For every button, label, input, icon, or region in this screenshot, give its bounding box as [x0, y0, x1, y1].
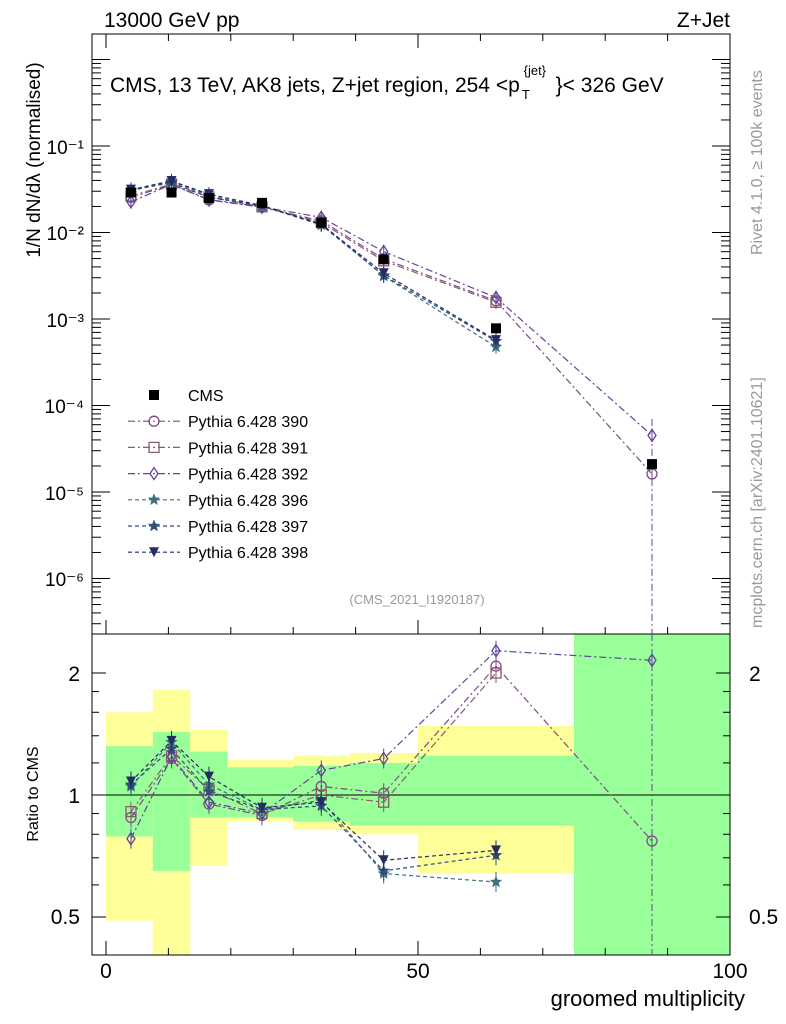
x-axis-label: groomed multiplicity: [551, 986, 745, 1011]
ratio-point: [257, 802, 267, 813]
legend-label: CMS: [188, 388, 224, 405]
series-point: [491, 335, 501, 346]
axis-ticks: [92, 34, 731, 955]
process-label: Z+Jet: [677, 9, 730, 32]
x-tick-label: 0: [100, 960, 112, 983]
legend: CMS Pythia 6.428 390 Pythia 6.428 391 Pythi…: [128, 388, 308, 562]
series-line: [130, 182, 497, 342]
legend-marker: [147, 519, 161, 532]
mcplots-label: mcplots.cern.ch [arXiv:2401.10621]: [749, 377, 766, 628]
cms-data-point: [257, 197, 267, 208]
analysis-tag: (CMS_2021_I1920187): [349, 592, 484, 607]
main-y-tick-label: 10⁻⁴: [45, 397, 84, 418]
ratio-point: [202, 784, 216, 798]
energy-label: 13000 GeV pp: [104, 9, 239, 32]
cms-data-point: [166, 187, 177, 198]
series-line: [130, 180, 497, 348]
legend-label: Pythia 6.428 396: [188, 493, 308, 510]
ratio-y-tick-label: 1: [68, 785, 80, 808]
cms-data-point: [316, 217, 327, 228]
cms-data-point: [647, 459, 657, 470]
series-point: [491, 290, 501, 305]
series-line: [130, 183, 653, 436]
main-y-tick-label: 10⁻⁵: [45, 484, 84, 505]
green-band-bin: [106, 746, 153, 837]
main-y-tick-label: 10⁻¹: [47, 138, 85, 159]
green-band-bin: [418, 755, 574, 826]
series-point: [647, 428, 657, 443]
ratio-point: [204, 795, 214, 810]
legend-label: Pythia 6.428 391: [188, 440, 308, 457]
x-tick-label: 100: [712, 960, 747, 983]
ratio-point: [125, 805, 137, 818]
main-y-tick-label: 10⁻²: [47, 224, 85, 245]
ratio-point: [203, 771, 214, 782]
cms-data-point: [491, 323, 501, 334]
ratio-y-tick-label: 0.5: [51, 906, 80, 929]
ratio-point: [166, 735, 177, 746]
legend-marker: [149, 390, 159, 400]
ratio-point: [378, 796, 390, 808]
ratio-y-tick-label-right: 0.5: [749, 906, 778, 929]
cms-data-point: [378, 254, 389, 265]
ratio-y-tick-label-right: 2: [749, 663, 761, 686]
ratio-point: [489, 875, 503, 888]
legend-label: Pythia 6.428 398: [188, 545, 308, 562]
ratio-point: [491, 643, 501, 658]
main-y-tick-label: 10⁻⁶: [45, 570, 84, 591]
ratio-point: [378, 751, 389, 766]
legend-marker: [149, 547, 159, 558]
ratio-point: [316, 763, 327, 778]
legend-label: Pythia 6.428 392: [188, 467, 308, 484]
main-series-layer: [124, 173, 658, 634]
ratio-point: [491, 845, 501, 856]
cms-data-point: [125, 187, 136, 198]
rivet-label: Rivet 4.1.0, ≥ 100k events: [749, 70, 766, 255]
ratio-series-layer: [124, 634, 658, 955]
cms-data-point: [203, 193, 214, 204]
ratio-y-tick-label: 2: [68, 663, 80, 686]
legend-marker: [147, 493, 161, 506]
legend-marker: [148, 415, 160, 427]
series-line: [130, 180, 497, 341]
ratio-point: [316, 797, 327, 808]
series-point: [166, 175, 177, 186]
ratio-y-axis-label: Ratio to CMS: [25, 746, 42, 841]
ratio-series-line: [130, 650, 653, 839]
legend-marker: [148, 441, 160, 454]
legend-marker: [149, 466, 159, 481]
main-y-tick-label: 10⁻³: [47, 311, 85, 332]
legend-label: Pythia 6.428 390: [188, 414, 308, 431]
ratio-point: [125, 776, 136, 787]
ratio-point: [166, 749, 177, 765]
series-line: [130, 183, 497, 303]
series-point: [126, 194, 136, 210]
ratio-series-line: [130, 665, 653, 842]
x-tick-label: 50: [406, 960, 429, 983]
main-y-axis-label: 1/N dN/dλ (normalised): [24, 62, 45, 257]
main-frame: [91, 33, 731, 635]
ratio-point: [126, 831, 136, 846]
ratio-point: [378, 855, 389, 866]
ratio-point: [490, 667, 502, 679]
series-point: [378, 268, 389, 279]
plot-title: CMS, 13 TeV, AK8 jets, Z+jet region, 254…: [110, 57, 664, 104]
legend-label: Pythia 6.428 397: [188, 519, 308, 536]
